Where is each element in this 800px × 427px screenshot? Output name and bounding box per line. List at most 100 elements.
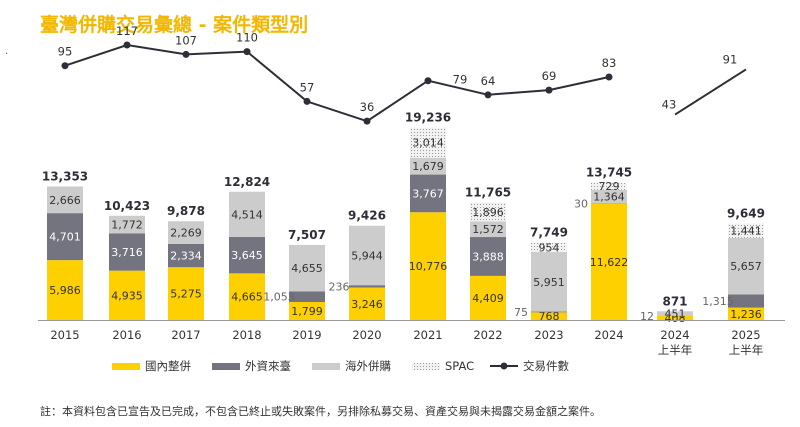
data-label: 1,315 xyxy=(702,295,734,308)
line-value-label: 36 xyxy=(360,100,375,114)
total-label: 9,649 xyxy=(727,207,765,221)
chart-svg: 5,986 4,701 2,666 13,353 2015 4,935 3,716 1,772… xyxy=(38,24,785,373)
bar-domestic xyxy=(531,312,567,320)
bar-outbound xyxy=(470,221,506,238)
bar-spac xyxy=(591,182,627,190)
data-label: 2,666 xyxy=(49,194,81,207)
data-label: 1,799 xyxy=(291,305,323,318)
legend-spac-label: SPAC xyxy=(445,359,474,373)
bar-outbound xyxy=(657,311,693,316)
data-label: 12 xyxy=(640,310,654,323)
bar-inbound xyxy=(47,213,83,261)
line-value-label: 91 xyxy=(723,52,738,66)
data-label: 4,655 xyxy=(291,262,323,275)
legend-outbound-swatch xyxy=(312,363,340,370)
data-label: 954 xyxy=(539,241,560,254)
x-tick-label: 2018 xyxy=(232,328,261,342)
bar-domestic xyxy=(289,302,325,320)
bar-inbound xyxy=(410,174,446,213)
x-tick-label: 2024 xyxy=(594,328,623,342)
bar-inbound xyxy=(349,285,385,288)
total-label: 13,353 xyxy=(42,169,88,183)
data-label: 2,269 xyxy=(170,227,202,240)
data-label: 1,896 xyxy=(472,206,504,219)
data-label: 1,679 xyxy=(412,160,444,173)
x-tick-label: 2022 xyxy=(473,328,502,342)
total-label: 11,765 xyxy=(465,185,511,199)
line-segment-h1 xyxy=(674,68,747,116)
data-label: 30 xyxy=(574,198,588,211)
data-label: 5,275 xyxy=(170,288,202,301)
data-label: 236 xyxy=(329,280,350,293)
data-label: 4,409 xyxy=(472,292,504,305)
data-label: 2,334 xyxy=(170,250,202,263)
bar-spac xyxy=(410,127,446,158)
line-point xyxy=(363,117,371,125)
data-label: 4,514 xyxy=(231,208,263,221)
bar-spac xyxy=(531,242,567,253)
bar-outbound xyxy=(229,191,265,237)
x-tick-label: 2015 xyxy=(50,328,79,342)
total-label: 10,423 xyxy=(104,199,150,213)
line-point xyxy=(424,77,432,85)
data-label: 5,986 xyxy=(49,284,81,297)
x-tick-sublabel: 上半年 xyxy=(658,343,693,357)
line-point xyxy=(303,97,311,105)
x-tick-label: 2025 xyxy=(731,328,760,342)
legend-line-marker xyxy=(500,362,508,370)
data-label: 75 xyxy=(514,306,528,319)
x-tick-label: 2016 xyxy=(112,328,141,342)
data-label: 3,246 xyxy=(351,298,383,311)
bar-domestic xyxy=(470,275,506,320)
bar-inbound xyxy=(229,236,265,274)
bar-inbound xyxy=(109,233,145,271)
line-value-label: 107 xyxy=(175,33,197,47)
bar-outbound xyxy=(168,221,204,244)
line-point xyxy=(605,73,613,81)
line-point xyxy=(123,41,131,49)
bar-spac xyxy=(728,223,764,238)
x-tick-label: 2019 xyxy=(292,328,321,342)
bar-domestic xyxy=(591,203,627,320)
chart-title: 臺灣併購交易彙總 - 案件類型別 xyxy=(40,14,309,36)
x-tick-label: 2024 xyxy=(660,328,689,342)
data-label: 768 xyxy=(539,310,560,323)
bar-domestic xyxy=(728,307,764,320)
bar-domestic xyxy=(229,273,265,320)
data-label: 4,701 xyxy=(49,231,81,244)
total-label: 9,426 xyxy=(348,209,386,223)
total-label: 12,824 xyxy=(224,175,270,189)
data-label: 10,776 xyxy=(409,260,448,273)
line-point xyxy=(243,48,251,56)
legend-inbound-swatch xyxy=(212,363,240,370)
legend-outbound-label: 海外併購 xyxy=(345,359,391,373)
line-point xyxy=(545,86,553,94)
bar-domestic xyxy=(657,315,693,320)
total-label: 871 xyxy=(662,294,687,308)
x-tick-sublabel: 上半年 xyxy=(729,343,764,357)
data-label: 1,441 xyxy=(730,225,762,238)
bar-domestic xyxy=(47,260,83,320)
line-value-label: 117 xyxy=(116,24,138,38)
data-label: 1,053 xyxy=(263,291,295,304)
x-tick-label: 2021 xyxy=(413,328,442,342)
legend-line-label: 交易件數 xyxy=(523,359,569,373)
footnote: 註：本資料包含已宣告及已完成，不包含已終止或失敗案件，另排除私募交易、資產交易與… xyxy=(40,405,601,418)
x-tick-label: 2023 xyxy=(534,328,563,342)
x-tick-label: 2020 xyxy=(352,328,381,342)
legend-domestic-label: 國內整併 xyxy=(145,359,191,373)
data-label: 3,767 xyxy=(412,187,444,200)
bar-domestic xyxy=(410,212,446,320)
total-label: 19,236 xyxy=(405,111,451,125)
bar-outbound xyxy=(591,189,627,204)
line-value-label: 57 xyxy=(300,80,315,94)
bar-inbound xyxy=(168,243,204,268)
bar-outbound xyxy=(349,225,385,286)
bar-inbound xyxy=(470,237,506,276)
corner-dot: . xyxy=(5,46,9,57)
data-label: 1,772 xyxy=(111,219,143,232)
bar-outbound xyxy=(728,237,764,295)
line-point xyxy=(484,91,492,99)
bar-domestic xyxy=(168,267,204,320)
line-value-label: 95 xyxy=(58,45,73,59)
